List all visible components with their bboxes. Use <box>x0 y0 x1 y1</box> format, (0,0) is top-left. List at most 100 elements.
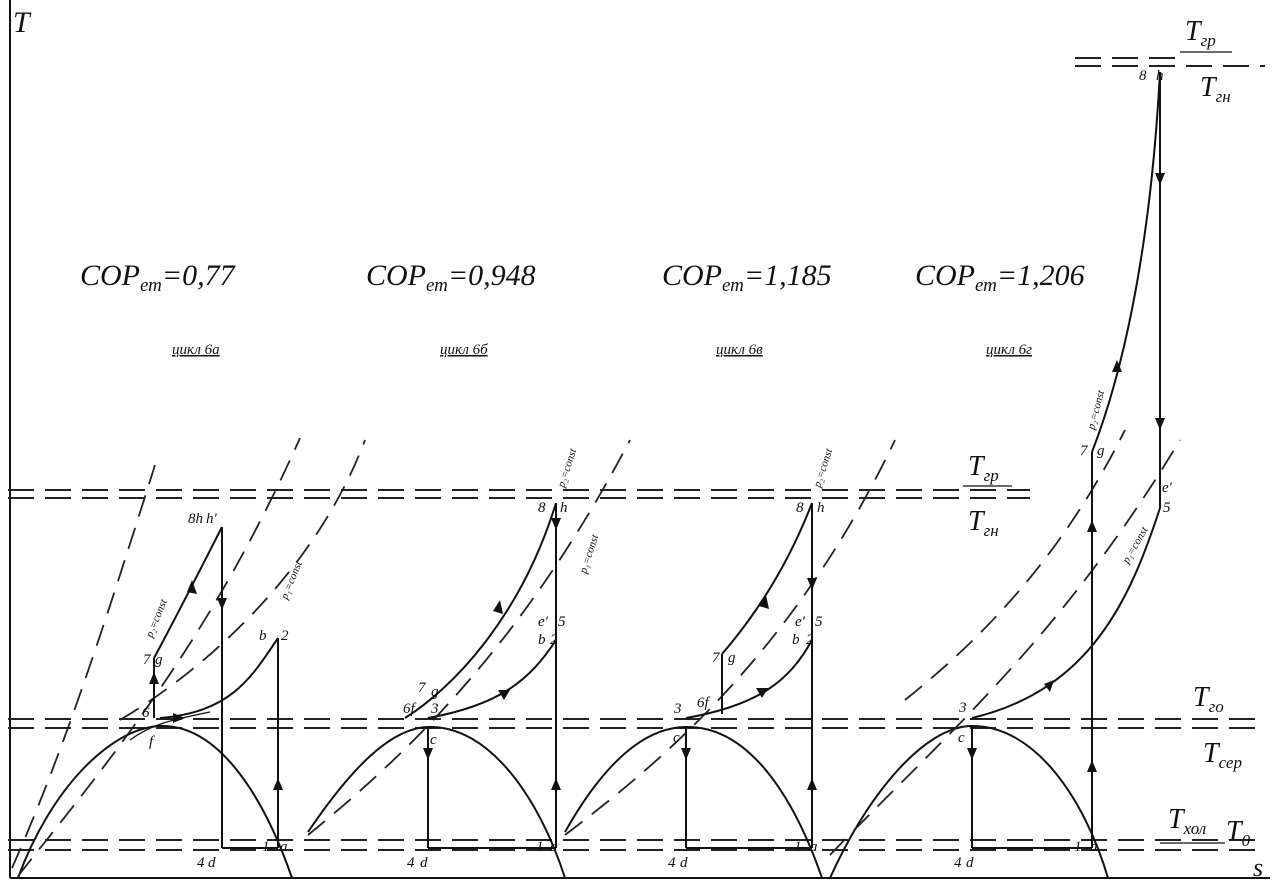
c6v-label-8: 8 <box>796 500 804 516</box>
c6g-label-d: d <box>966 855 974 871</box>
c6v-arrow-down-2 <box>681 748 691 760</box>
cop-labels: COPет=0,77 COPет=0,948 COPет=1,185 COPет… <box>80 259 1085 358</box>
c6a-label-f: f <box>149 734 155 750</box>
c6a-arrow-up <box>187 580 197 594</box>
c6v-p2-isobar <box>721 502 813 655</box>
c6g-label-5: 5 <box>1163 500 1171 516</box>
cycle-6v: 8 h 7 g 6f 3 c e' 5 b 2 4 d 1 a p₂=const <box>668 446 835 871</box>
cycle-6b: 8 h 7 g 6f 3 c e' 5 b 2 4 d 1 a p₂=const… <box>403 446 601 871</box>
t-axis-label: T <box>13 6 32 39</box>
c6b-arrow-up-2 <box>551 778 561 790</box>
c6b-label-h: h <box>560 500 568 516</box>
c6a-label-2: 2 <box>281 628 289 644</box>
c6b-label-b: b <box>538 632 546 648</box>
c6a-label-g: g <box>155 652 163 668</box>
slant-dash-6v <box>564 439 896 836</box>
t-gr-label: Tгр <box>968 451 999 485</box>
c6g-label-7: 7 <box>1080 443 1089 459</box>
slant-dash-6g-1 <box>829 439 1181 856</box>
slant-dash-6a-3 <box>119 439 366 721</box>
c6v-label-b: b <box>792 632 800 648</box>
c6b-p1-isobar <box>427 639 557 719</box>
cycle-label-6b: цикл 6б <box>440 342 488 358</box>
c6g-label-1: 1 <box>1074 839 1082 855</box>
c6b-isobar-p1-label: p₁=const <box>577 532 601 576</box>
saturation-dome-6b <box>307 725 566 879</box>
c6v-label-d: d <box>680 855 688 871</box>
c6b-label-g: g <box>431 684 439 700</box>
c6b-arrow-up <box>493 600 503 614</box>
c6b-label-4: 4 <box>407 855 415 871</box>
saturation-domes <box>17 724 1109 879</box>
c6v-label-7: 7 <box>712 650 721 666</box>
slant-dash-6a-1 <box>11 464 156 869</box>
c6v-isobar-p2-label: p₂=const <box>811 446 835 490</box>
c6g-isobar-p2-label: p₂=const <box>1085 388 1107 432</box>
c6a-arrow-left <box>173 713 185 723</box>
c6a-label-4: 4 <box>197 855 205 871</box>
c6g-label-e-prime: e' <box>1162 480 1173 496</box>
slant-dash-6b <box>307 439 631 836</box>
cycle-6a: 8h h' 7 g b 2 6 f 4 d 1 a p₂=const p₁=co… <box>129 511 305 871</box>
c6b-label-8: 8 <box>538 500 546 516</box>
c6v-label-h: h <box>817 500 825 516</box>
c6b-arrow-down-2 <box>423 748 433 760</box>
c6v-arrow-down <box>807 578 817 590</box>
c6g-arrow-up <box>1112 360 1122 372</box>
saturation-dome-6a <box>17 724 293 879</box>
c6g-arrow-down-2 <box>1155 418 1165 430</box>
c6b-label-a: a <box>550 839 558 855</box>
c6g-arrow-up-2 <box>1087 520 1097 532</box>
slant-dash-6g-2 <box>904 429 1126 701</box>
c6v-arrow-up-2 <box>807 778 817 790</box>
c6a-label-6: 6 <box>142 705 150 721</box>
c6v-arrow-left <box>756 688 768 698</box>
c6a-arrow-up-2 <box>273 778 283 790</box>
c6v-label-e-prime: e' <box>795 614 806 630</box>
c6a-label-1: 1 <box>262 839 270 855</box>
t-hol-label: Tхол <box>1168 804 1206 838</box>
c6g-p1-isobar <box>971 507 1161 719</box>
c6g-label-3: 3 <box>958 700 967 716</box>
c6a-label-8h: 8h <box>188 511 203 527</box>
c6a-arrow-small <box>149 672 159 684</box>
cop-label-6v: COPет=1,185 <box>662 259 832 296</box>
t-ser-label: Tсер <box>1203 738 1242 772</box>
t-zero-label: T0 <box>1226 816 1251 850</box>
s-axis-label: s <box>1253 853 1263 882</box>
c6b-label-6f: 6f <box>403 701 417 717</box>
c6b-arrow-down <box>551 518 561 530</box>
temperature-labels: Tгр Tгн Tгр Tгн Tго Tсер Tхол T0 <box>963 16 1251 850</box>
c6a-label-d: d <box>208 855 216 871</box>
c6b-label-c: c <box>430 732 437 748</box>
saturation-dome-6v <box>564 725 823 879</box>
c6g-label-g: g <box>1097 443 1105 459</box>
c6a-p2-isobar <box>153 526 223 659</box>
c6b-arrow-left <box>498 690 510 700</box>
c6g-label-a: a <box>1090 839 1098 855</box>
temperature-level-lines <box>8 57 1265 851</box>
c6a-arrow-down <box>217 598 227 610</box>
c6g-label-c: c <box>958 730 965 746</box>
c6a-label-7: 7 <box>143 652 152 668</box>
c6a-dome-tangent <box>129 711 211 741</box>
cop-label-6b: COPет=0,948 <box>366 259 536 296</box>
cycle-label-6g: цикл 6г <box>986 342 1032 358</box>
t-gr-high-label: Tгр <box>1185 16 1216 50</box>
dashed-slant-lines <box>11 429 1181 877</box>
c6b-isobar-p2-label: p₂=const <box>555 446 579 490</box>
c6g-label-4: 4 <box>954 855 962 871</box>
c6b-label-7: 7 <box>418 680 427 696</box>
cycle-label-6v: цикл 6в <box>716 342 763 358</box>
c6g-p2-isobar <box>1091 71 1161 453</box>
c6b-label-1: 1 <box>536 839 544 855</box>
c6b-label-e-prime: e' <box>538 614 549 630</box>
t-gn-high-label: Tгн <box>1200 72 1231 106</box>
c6v-label-4: 4 <box>668 855 676 871</box>
c6v-label-6f: 6f <box>697 695 711 711</box>
c6b-p2-isobar <box>404 502 557 719</box>
cop-label-6a: COPет=0,77 <box>80 259 237 296</box>
c6b-label-5: 5 <box>558 614 566 630</box>
